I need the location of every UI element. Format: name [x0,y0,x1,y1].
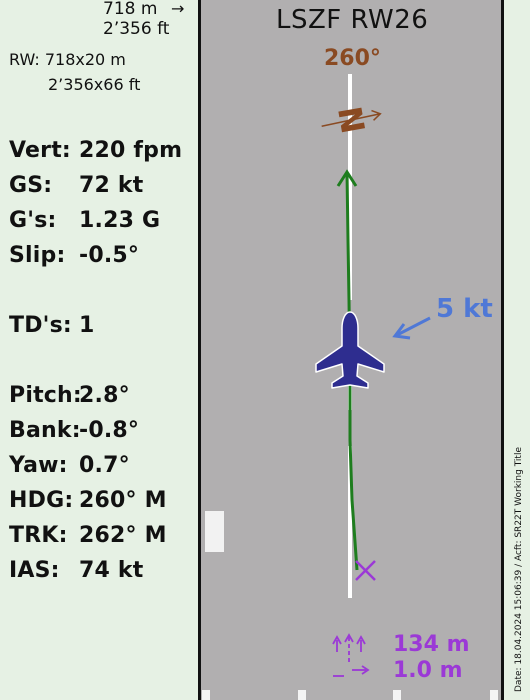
edge-light [490,690,498,700]
touchdown-marker-icon [355,560,376,581]
stat-yaw: Yaw: 0.7° [9,453,130,479]
stat-label: IAS: [9,558,60,583]
runway-dimensions-feet: 2’356x66 ft [48,75,141,94]
stat-label: G's: [9,208,57,233]
runway-side-marker [205,511,224,552]
aircraft-icon [315,311,385,389]
stat-heading: HDG: 260° M [9,488,166,514]
stat-vertical-speed: Vert: 220 fpm [9,138,182,164]
runway-dimensions: RW: 718x20 m [9,50,126,69]
stat-value: 2.8° [79,383,130,408]
edge-light [393,690,401,700]
runway-length-meters: 718 m [103,0,158,19]
stat-label: Slip: [9,243,66,268]
stat-label: TRK: [9,523,68,548]
centerline-top [348,74,352,300]
stat-label: Bank: [9,418,81,443]
date-aircraft-caption: Date: 18.04.2024 15:06:39 / Acft: SR22T … [514,447,524,692]
stat-pitch: Pitch: 2.8° [9,383,130,409]
arrow-right-icon: → [171,0,185,18]
stat-value: -0.8° [79,418,140,443]
stat-value: 1.23 G [79,208,161,233]
right-margin [504,0,530,700]
lateral-offset: 1.0 m [393,658,463,683]
stat-value: -0.5° [79,243,140,268]
stat-label: Pitch: [9,383,82,408]
distance-offset-icon [332,633,370,677]
stat-label: TD's: [9,313,72,338]
stat-touchdowns: TD's: 1 [9,313,94,339]
stat-label: GS: [9,173,53,198]
stat-label: Vert: [9,138,71,163]
stat-value: 74 kt [79,558,144,583]
runway-title: LSZF RW26 [276,5,429,35]
stat-value: 262° M [79,523,167,548]
wind-speed: 5 kt [436,294,493,324]
stat-track: TRK: 262° M [9,523,166,549]
touchdown-distance: 134 m [393,632,470,657]
stat-bank: Bank: -0.8° [9,418,139,444]
runway-length-feet: 2’356 ft [103,19,170,39]
wind-arrow-icon [392,316,431,340]
stat-ias: IAS: 74 kt [9,558,143,584]
compass-north-icon [321,109,382,127]
centerline-bottom [348,446,352,598]
compass-north-letter: N [330,104,372,137]
stat-ground-speed: GS: 72 kt [9,173,143,199]
runway-heading: 260° [324,46,381,71]
stat-label: Yaw: [9,453,68,478]
stat-value: 220 fpm [79,138,183,163]
stat-slip: Slip: -0.5° [9,243,139,269]
stat-value: 72 kt [79,173,144,198]
stat-g-force: G's: 1.23 G [9,208,160,234]
flight-path-arrow-icon [336,169,358,187]
stat-value: 1 [79,313,95,338]
stat-label: HDG: [9,488,74,513]
stat-value: 260° M [79,488,167,513]
edge-light [298,690,306,700]
stats-panel: 718 m → 2’356 ft RW: 718x20 m 2’356x66 f… [0,0,198,700]
stat-value: 0.7° [79,453,130,478]
edge-light [202,690,210,700]
